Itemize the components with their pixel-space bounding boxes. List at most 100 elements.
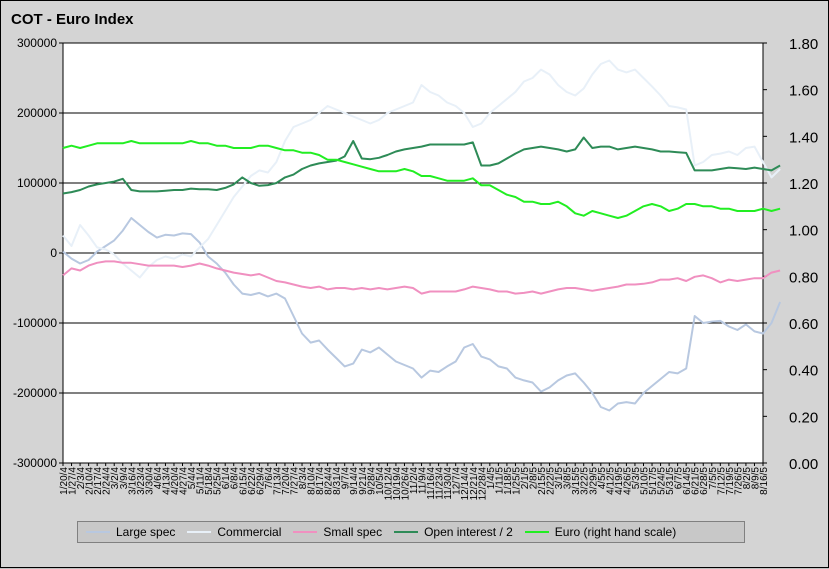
right-axis-tick-label: 1.80 xyxy=(789,36,818,53)
series-line-commercial xyxy=(62,59,781,279)
x-axis-tick-label: 7/6/4 xyxy=(264,467,275,490)
x-axis-tick-label: 5/11/4 xyxy=(196,467,207,494)
x-axis-tick-label: 5/10/5 xyxy=(639,467,650,495)
x-axis-tick-label: 10/19/4 xyxy=(392,467,403,501)
x-axis-tick-label: 11/30/4 xyxy=(443,467,454,500)
x-axis-tick-label: 5/3/5 xyxy=(631,467,642,490)
x-axis-tick-label: 4/19/5 xyxy=(614,467,625,495)
x-axis-tick-label: 3/30/4 xyxy=(144,467,155,495)
x-axis-tick-label: 3/8/5 xyxy=(563,467,574,490)
x-axis-tick-label: 2/8/5 xyxy=(529,467,540,490)
x-axis-tick-label: 11/2/4 xyxy=(409,467,420,494)
x-axis-tick-label: 4/27/4 xyxy=(179,467,190,495)
legend-swatch xyxy=(293,531,318,533)
x-axis-tick-label: 8/9/5 xyxy=(750,467,761,490)
right-axis-tick-label: 0.80 xyxy=(789,269,818,286)
legend-item: Large spec xyxy=(86,525,175,539)
x-axis-tick-label: 5/31/5 xyxy=(665,467,676,495)
x-axis-tick-label: 2/10/4 xyxy=(85,467,96,495)
right-axis-tick-label: 1.00 xyxy=(789,223,818,240)
x-axis-tick-label: 4/26/5 xyxy=(622,467,633,495)
x-axis-tick-label: 9/14/4 xyxy=(349,467,360,495)
legend-label: Open interest / 2 xyxy=(424,525,513,539)
x-axis-tick-label: 9/7/4 xyxy=(341,467,352,490)
x-axis-tick-label: 7/19/5 xyxy=(725,467,736,495)
legend-label: Commercial xyxy=(217,525,282,539)
x-axis-tick-label: 11/16/4 xyxy=(426,467,437,500)
left-axis-tick-label: 200000 xyxy=(17,106,57,120)
x-axis-tick-label: 12/14/4 xyxy=(460,467,471,501)
right-axis-tick-label: 0.60 xyxy=(789,316,818,333)
right-axis-tick-label: 1.60 xyxy=(789,83,818,100)
x-axis-tick-label: 6/7/5 xyxy=(674,467,685,490)
x-axis-tick-label: 5/4/4 xyxy=(187,467,198,490)
x-axis-tick-label: 6/15/4 xyxy=(238,467,249,495)
series-line-large-spec xyxy=(62,217,782,412)
x-axis-tick-label: 6/8/4 xyxy=(230,467,241,490)
left-axis-tick-label: 100000 xyxy=(17,176,57,190)
left-axis-tick-label: -200000 xyxy=(13,386,57,400)
x-axis-tick-label: 3/29/5 xyxy=(588,467,599,495)
legend-swatch xyxy=(86,531,110,533)
right-axis-tick-label: 0.00 xyxy=(789,456,818,473)
x-axis-tick-label: 3/2/4 xyxy=(110,467,121,490)
x-axis-tick-label: 5/24/5 xyxy=(657,467,668,495)
chart-title: COT - Euro Index xyxy=(11,11,134,28)
x-axis-tick-label: 8/16/5 xyxy=(759,467,770,495)
x-axis-tick-label: 8/17/4 xyxy=(315,467,326,495)
left-axis-tick-label: -100000 xyxy=(13,316,57,330)
legend-swatch xyxy=(524,531,549,533)
x-axis-tick-label: 2/1/5 xyxy=(520,467,531,490)
legend-swatch xyxy=(394,531,419,533)
x-axis-tick-label: 6/22/4 xyxy=(247,467,258,495)
x-axis-tick-label: 4/5/5 xyxy=(597,467,608,490)
series-line-euro-right-hand-scale xyxy=(62,140,781,219)
x-axis-tick-label: 2/3/4 xyxy=(76,467,87,490)
legend-swatch xyxy=(187,531,212,533)
x-axis-tick-label: 6/28/5 xyxy=(699,467,710,495)
x-axis-tick-label: 1/11/5 xyxy=(494,467,505,494)
x-axis-tick-label: 4/6/4 xyxy=(153,467,164,490)
x-axis-tick-label: 5/18/4 xyxy=(204,467,215,495)
x-axis-tick-label: 4/20/4 xyxy=(170,467,181,495)
x-axis-tick-label: 12/21/4 xyxy=(469,467,480,501)
x-axis-tick-label: 12/7/4 xyxy=(452,467,463,495)
left-axis-tick-label: 300000 xyxy=(17,36,57,50)
x-axis-tick-label: 7/26/5 xyxy=(733,467,744,495)
legend-item: Small spec xyxy=(293,525,382,539)
x-axis-tick-label: 4/12/5 xyxy=(605,467,616,495)
left-axis-tick-label: 0 xyxy=(50,246,57,260)
legend-item: Euro (right hand scale) xyxy=(524,525,677,539)
x-axis-tick-label: 12/28/4 xyxy=(477,467,488,501)
x-axis-tick-label: 2/22/5 xyxy=(546,467,557,495)
x-axis-tick-label: 11/9/4 xyxy=(418,467,429,494)
x-axis-tick-label: 5/17/5 xyxy=(648,467,659,495)
x-axis-tick-label: 1/20/4 xyxy=(59,467,70,495)
x-axis-tick-label: 1/25/5 xyxy=(511,467,522,495)
x-axis-tick-label: 6/21/5 xyxy=(691,467,702,495)
x-axis-tick-label: 3/1/5 xyxy=(554,467,565,490)
x-axis-tick-label: 8/10/4 xyxy=(307,467,318,495)
series-line-open-interest-2 xyxy=(62,136,781,195)
right-axis-tick-label: 0.20 xyxy=(789,409,818,426)
x-axis-tick-label: 1/18/5 xyxy=(503,467,514,495)
x-axis-tick-label: 1/27/4 xyxy=(68,467,79,495)
x-axis-tick-label: 2/24/4 xyxy=(102,467,113,495)
x-axis-tick-label: 7/27/4 xyxy=(289,467,300,495)
x-axis-tick-label: 6/29/4 xyxy=(255,467,266,495)
x-axis-tick-label: 2/17/4 xyxy=(93,467,104,495)
legend-label: Euro (right hand scale) xyxy=(554,525,677,539)
x-axis-tick-label: 7/12/5 xyxy=(716,467,727,495)
legend-item: Open interest / 2 xyxy=(394,525,513,539)
legend-label: Large spec xyxy=(116,525,176,539)
x-axis-tick-label: 9/28/4 xyxy=(366,467,377,495)
x-axis-tick-label: 3/23/4 xyxy=(136,467,147,495)
x-axis-tick-label: 3/9/4 xyxy=(119,467,130,490)
x-axis-tick-label: 8/24/4 xyxy=(324,467,335,495)
x-axis-tick-label: 8/31/4 xyxy=(332,467,343,495)
x-axis-tick-label: 7/20/4 xyxy=(281,467,292,495)
x-axis-tick-label: 5/25/4 xyxy=(213,467,224,495)
x-axis-tick-label: 6/14/5 xyxy=(682,467,693,495)
